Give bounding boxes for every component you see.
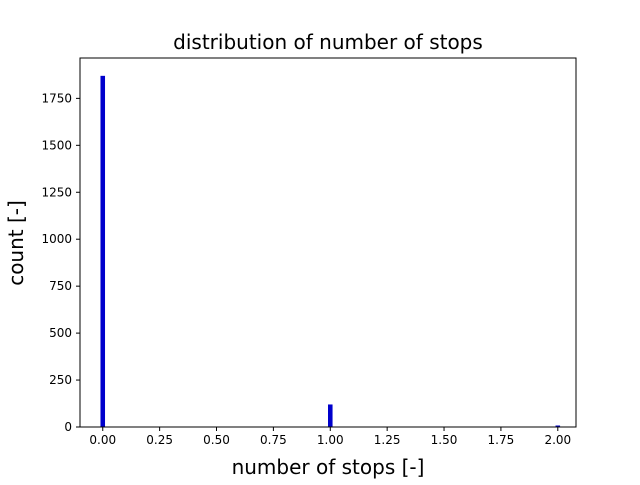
y-axis-ticks: 0 250 500 750 1000 1250 1500 1750 [41,91,80,434]
x-tick-label: 1.50 [431,433,458,447]
x-axis-ticks: 0.00 0.25 0.50 0.75 1.00 1.25 1.50 1.75 2.00 [89,427,571,447]
x-tick-label: 1.00 [317,433,344,447]
bar-2 [555,425,561,427]
x-tick-label: 2.00 [544,433,571,447]
x-tick-label: 1.75 [488,433,515,447]
y-tick-label: 0 [64,420,72,434]
y-tick-label: 1250 [41,185,72,199]
y-axis-label: count [-] [4,200,28,286]
x-tick-label: 0.00 [89,433,116,447]
x-tick-label: 0.50 [203,433,230,447]
y-tick-label: 1500 [41,138,72,152]
chart-title: distribution of number of stops [173,30,483,54]
y-tick-label: 750 [49,279,72,293]
bars-layer [100,75,561,427]
x-tick-label: 0.75 [260,433,287,447]
y-tick-label: 1000 [41,232,72,246]
y-tick-label: 1750 [41,91,72,105]
x-tick-label: 1.25 [374,433,401,447]
x-axis-label: number of stops [-] [232,455,425,479]
bar-0 [100,75,106,427]
y-tick-label: 500 [49,326,72,340]
x-tick-label: 0.25 [146,433,173,447]
y-tick-label: 250 [49,373,72,387]
plot-frame [79,57,577,428]
bar-1 [328,404,333,427]
